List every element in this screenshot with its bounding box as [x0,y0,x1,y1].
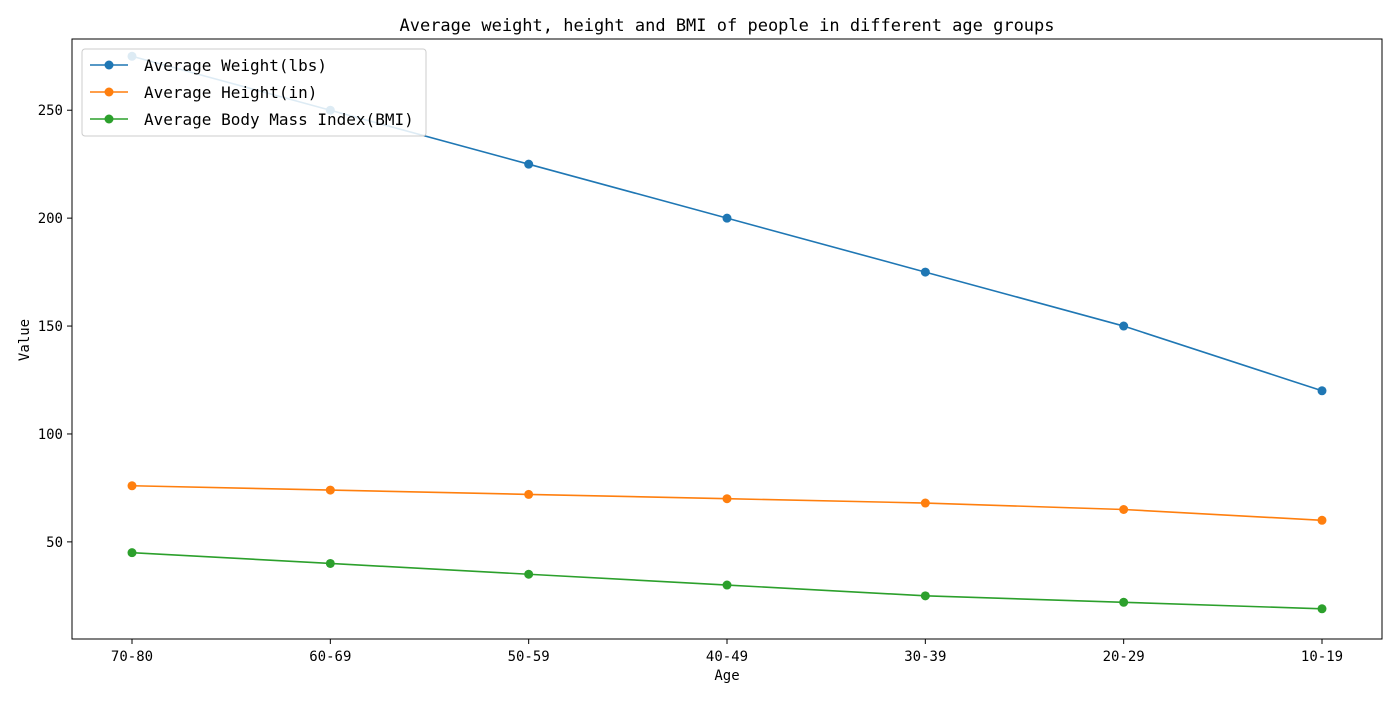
data-point [1317,515,1327,525]
data-point [722,213,732,223]
data-point [524,159,534,169]
legend-label: Average Height(in) [144,83,317,102]
legend-box [81,48,427,137]
data-point [1119,597,1129,607]
x-tick-label: 40-49 [706,649,748,665]
x-tick-label: 30-39 [904,649,946,665]
x-tick-label: 70-80 [111,649,153,665]
data-point [1317,386,1327,396]
data-point [1119,321,1129,331]
data-point [325,558,335,568]
y-tick-label: 250 [38,103,63,119]
legend-marker [104,114,114,124]
data-point [1317,604,1327,614]
data-point [524,569,534,579]
y-tick-label: 150 [38,319,63,335]
data-point [1119,505,1129,515]
legend-marker [104,87,114,97]
data-point [325,485,335,495]
data-point [722,580,732,590]
x-tick-label: 50-59 [508,649,550,665]
x-tick-label: 10-19 [1301,649,1343,665]
y-tick-label: 50 [46,535,63,551]
data-point [127,481,137,491]
legend: Average Weight(lbs) Average Height(in) Ave… [81,48,427,137]
data-point [722,494,732,504]
legend-label: Average Body Mass Index(BMI) [144,110,414,129]
data-point [920,498,930,508]
data-point [524,489,534,499]
y-axis-label: Value [17,319,33,361]
data-point [920,591,930,601]
data-point [127,548,137,558]
legend-marker [104,60,114,70]
legend-label: Average Weight(lbs) [144,56,327,75]
y-tick-label: 100 [38,427,63,443]
data-point [920,267,930,277]
y-tick-label: 200 [38,211,63,227]
x-tick-label: 60-69 [309,649,351,665]
chart-title: Average weight, height and BMI of people… [399,16,1054,36]
x-axis-label: Age [714,668,739,684]
x-tick-label: 20-29 [1103,649,1145,665]
